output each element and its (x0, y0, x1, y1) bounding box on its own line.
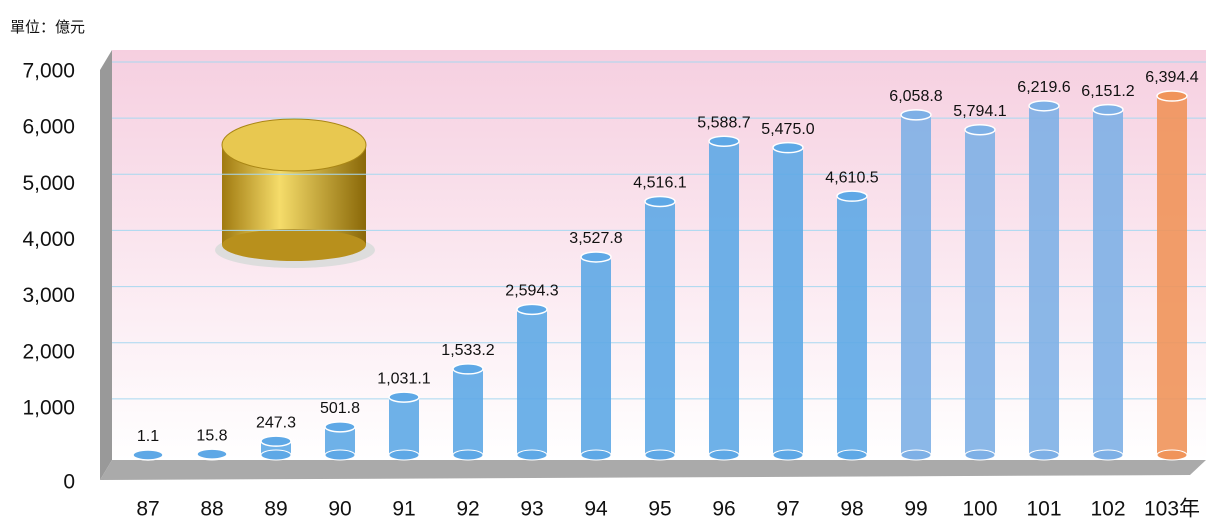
x-tick-label: 88 (200, 498, 223, 521)
bar (581, 257, 611, 455)
y-tick-label: 2,000 (22, 340, 75, 363)
bar-top (1029, 101, 1059, 111)
bar-top (197, 449, 227, 459)
value-label: 6,219.6 (1017, 79, 1070, 96)
coins (215, 119, 375, 268)
bar-top (325, 422, 355, 432)
bar-base (1029, 450, 1059, 460)
bar (709, 141, 739, 455)
value-label: 4,516.1 (633, 175, 686, 192)
value-label: 6,058.8 (889, 88, 942, 105)
bar-top (389, 392, 419, 402)
value-label: 247.3 (256, 414, 296, 431)
bar-top (581, 252, 611, 262)
bar-top (837, 191, 867, 201)
value-label: 15.8 (196, 427, 227, 444)
bar-top (133, 450, 163, 460)
x-tick-label: 97 (776, 498, 799, 521)
x-tick-label: 101 (1026, 498, 1061, 521)
bar-top (773, 143, 803, 153)
x-tick-label: 103年 (1144, 498, 1200, 521)
x-tick-label: 99 (904, 498, 927, 521)
bar-base (1093, 450, 1123, 460)
y-tick-label: 6,000 (22, 116, 75, 139)
bar-base (453, 450, 483, 460)
bar-base (389, 450, 419, 460)
bar-base (325, 450, 355, 460)
bar (965, 130, 995, 455)
bar (1093, 110, 1123, 455)
x-tick-label: 89 (264, 498, 287, 521)
x-tick-label: 93 (520, 498, 543, 521)
x-tick-label: 92 (456, 498, 479, 521)
bar-top (517, 304, 547, 314)
bar-top (261, 436, 291, 446)
bar (1029, 106, 1059, 455)
bar-base (645, 450, 675, 460)
bar-top (1157, 91, 1187, 101)
bar (837, 196, 867, 455)
bar-base (709, 450, 739, 460)
bar-top (453, 364, 483, 374)
bar (645, 201, 675, 455)
value-label: 6,151.2 (1081, 83, 1134, 100)
x-tick-label: 96 (712, 498, 735, 521)
value-label: 2,594.3 (505, 283, 558, 300)
bar-base (581, 450, 611, 460)
x-tick-label: 98 (840, 498, 863, 521)
floor (100, 460, 1206, 480)
bar (1157, 96, 1187, 455)
bar-base (901, 450, 931, 460)
y-tick-label: 5,000 (22, 172, 75, 195)
bar-top (709, 136, 739, 146)
bar (901, 115, 931, 455)
y-tick-label: 7,000 (22, 60, 75, 83)
unit-label: 單位：億元 (10, 19, 85, 36)
bar-base (837, 450, 867, 460)
x-tick-label: 87 (136, 498, 159, 521)
bar-base (261, 450, 291, 460)
value-label: 5,794.1 (953, 103, 1006, 120)
bar (517, 309, 547, 455)
y-tick-label: 1,000 (22, 396, 75, 419)
x-tick-label: 90 (328, 498, 351, 521)
bar-top (1093, 105, 1123, 115)
value-label: 1,031.1 (377, 370, 430, 387)
y-tick-label: 3,000 (22, 284, 75, 307)
bar-top (965, 125, 995, 135)
bar-top (645, 196, 675, 206)
x-tick-label: 94 (584, 498, 608, 521)
y-tick-label: 4,000 (22, 228, 75, 251)
x-tick-label: 102 (1090, 498, 1125, 521)
x-tick-label: 91 (392, 498, 415, 521)
value-label: 501.8 (320, 400, 360, 417)
bar (389, 397, 419, 455)
bar (453, 369, 483, 455)
bar-base (965, 450, 995, 460)
bar (773, 148, 803, 455)
value-label: 5,475.0 (761, 121, 814, 138)
value-label: 4,610.5 (825, 169, 878, 186)
value-label: 1.1 (137, 428, 159, 445)
x-tick-label: 100 (962, 498, 997, 521)
value-label: 6,394.4 (1145, 69, 1198, 86)
y-tick-label: 0 (63, 471, 75, 494)
bar-base (773, 450, 803, 460)
bar-base (1157, 450, 1187, 460)
x-tick-label: 95 (648, 498, 671, 521)
value-label: 3,527.8 (569, 230, 622, 247)
value-label: 5,588.7 (697, 114, 750, 131)
bar-base (517, 450, 547, 460)
side-wall (100, 50, 112, 480)
value-label: 1,533.2 (441, 342, 494, 359)
bar-top (901, 110, 931, 120)
